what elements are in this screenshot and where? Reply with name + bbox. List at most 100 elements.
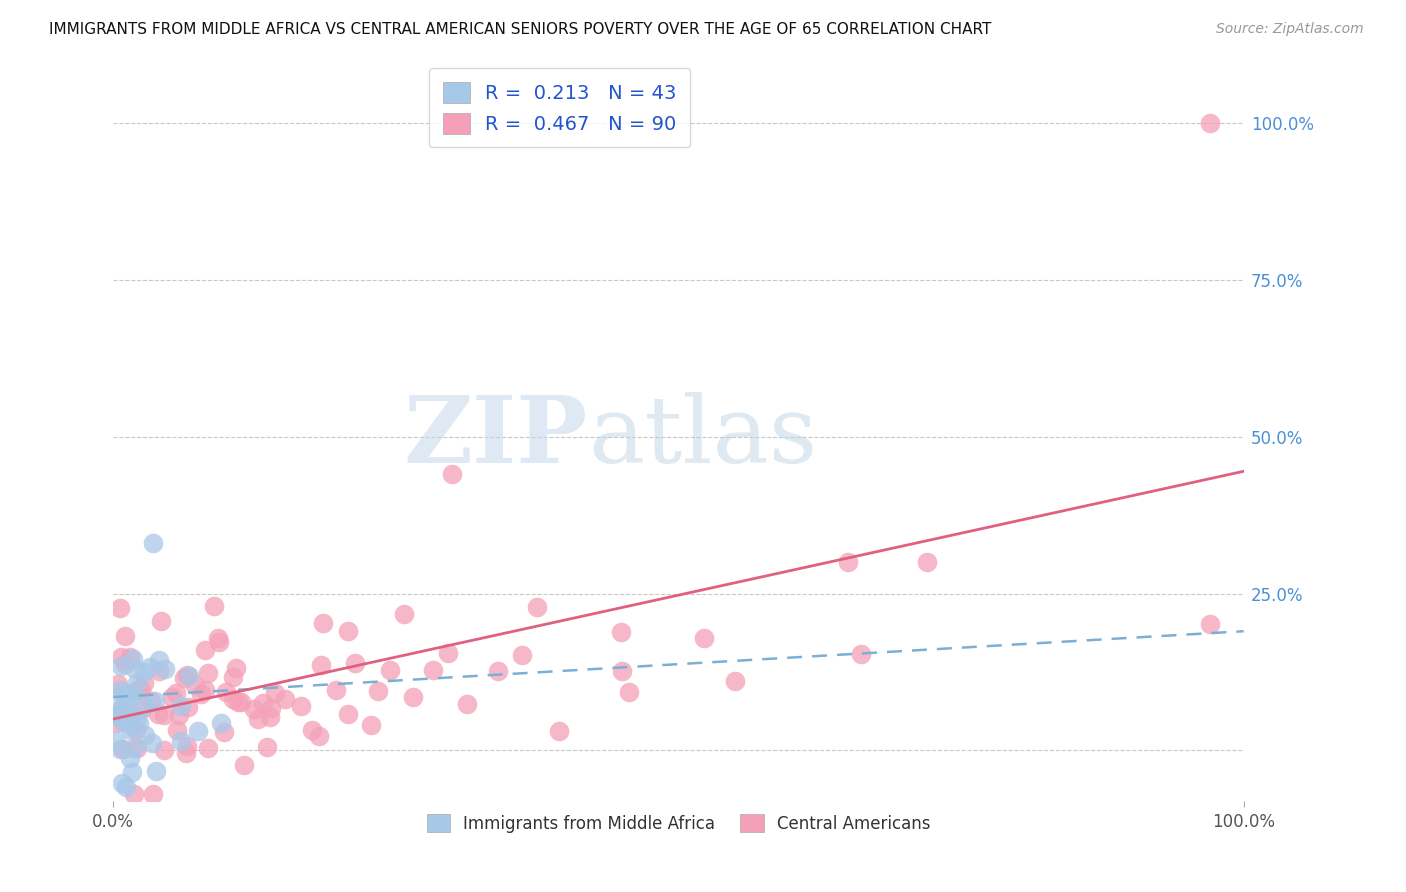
Point	[111, 689, 134, 703]
Point	[103, 708, 125, 723]
Point	[422, 663, 444, 677]
Point	[120, 706, 142, 720]
Point	[337, 624, 360, 638]
Point	[148, 665, 170, 679]
Point	[128, 715, 150, 730]
Point	[232, 757, 254, 772]
Point	[132, 665, 155, 679]
Point	[122, 787, 145, 801]
Point	[402, 690, 425, 705]
Point	[127, 683, 149, 698]
Point	[114, 688, 136, 702]
Point	[104, 734, 127, 748]
Point	[108, 742, 131, 756]
Point	[134, 675, 156, 690]
Point	[225, 661, 247, 675]
Point	[150, 615, 173, 629]
Point	[141, 736, 163, 750]
Point	[143, 694, 166, 708]
Point	[176, 700, 198, 714]
Point	[441, 467, 464, 482]
Point	[153, 707, 176, 722]
Point	[510, 648, 533, 663]
Point	[526, 599, 548, 614]
Point	[110, 650, 132, 665]
Point	[378, 663, 401, 677]
Point	[486, 664, 509, 678]
Point	[114, 629, 136, 643]
Point	[208, 635, 231, 649]
Point	[212, 725, 235, 739]
Point	[849, 648, 872, 662]
Point	[301, 723, 323, 738]
Point	[692, 631, 714, 645]
Point	[256, 740, 278, 755]
Point	[263, 686, 285, 700]
Point	[209, 715, 232, 730]
Point	[290, 698, 312, 713]
Point	[108, 600, 131, 615]
Point	[202, 599, 225, 614]
Point	[134, 698, 156, 713]
Point	[367, 684, 389, 698]
Point	[197, 666, 219, 681]
Text: Source: ZipAtlas.com: Source: ZipAtlas.com	[1216, 22, 1364, 37]
Point	[122, 740, 145, 755]
Point	[125, 712, 148, 726]
Point	[344, 656, 367, 670]
Point	[176, 667, 198, 681]
Point	[160, 690, 183, 705]
Point	[142, 536, 165, 550]
Point	[193, 682, 215, 697]
Point	[114, 657, 136, 672]
Point	[111, 714, 134, 729]
Point	[259, 710, 281, 724]
Text: IMMIGRANTS FROM MIDDLE AFRICA VS CENTRAL AMERICAN SENIORS POVERTY OVER THE AGE O: IMMIGRANTS FROM MIDDLE AFRICA VS CENTRAL…	[49, 22, 991, 37]
Point	[229, 695, 252, 709]
Point	[120, 751, 142, 765]
Point	[134, 728, 156, 742]
Point	[837, 555, 859, 569]
Point	[111, 775, 134, 789]
Point	[121, 764, 143, 779]
Point	[547, 724, 569, 739]
Point	[190, 687, 212, 701]
Point	[221, 692, 243, 706]
Point	[207, 632, 229, 646]
Point	[273, 692, 295, 706]
Point	[118, 723, 141, 737]
Point	[105, 706, 128, 721]
Point	[148, 653, 170, 667]
Point	[336, 706, 359, 721]
Point	[228, 695, 250, 709]
Point	[118, 649, 141, 664]
Point	[325, 682, 347, 697]
Point	[360, 718, 382, 732]
Point	[259, 701, 281, 715]
Point	[108, 706, 131, 721]
Point	[176, 739, 198, 753]
Point	[243, 702, 266, 716]
Point	[127, 676, 149, 690]
Point	[115, 700, 138, 714]
Point	[115, 780, 138, 794]
Point	[183, 678, 205, 692]
Point	[166, 723, 188, 737]
Point	[139, 694, 162, 708]
Point	[131, 702, 153, 716]
Text: atlas: atlas	[588, 392, 817, 482]
Point	[392, 607, 415, 621]
Point	[121, 688, 143, 702]
Point	[120, 715, 142, 730]
Point	[187, 723, 209, 738]
Point	[138, 660, 160, 674]
Point	[247, 712, 270, 726]
Point	[194, 643, 217, 657]
Point	[125, 723, 148, 737]
Point	[142, 787, 165, 801]
Point	[104, 704, 127, 718]
Point	[111, 742, 134, 756]
Point	[1198, 617, 1220, 632]
Point	[724, 674, 747, 689]
Point	[222, 669, 245, 683]
